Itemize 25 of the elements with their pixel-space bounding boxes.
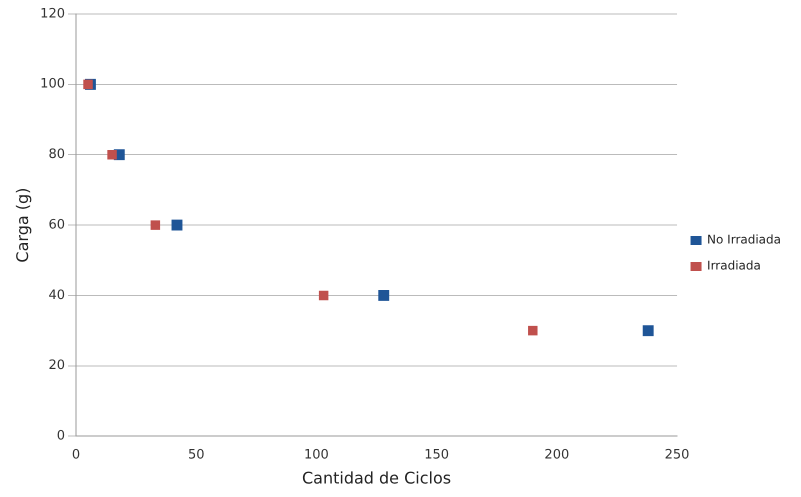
x-tick-label: 250	[664, 447, 690, 462]
y-tick-label: 120	[40, 6, 66, 22]
x-tick-label: 150	[424, 447, 450, 462]
y-tick-label: 100	[40, 76, 66, 92]
point	[378, 290, 390, 301]
y-tick-label: 20	[48, 358, 66, 374]
y-axis-title: Carga (g)	[12, 188, 32, 263]
y-tick-label: 60	[48, 217, 66, 232]
point	[172, 220, 182, 231]
x-tick-label: 200	[544, 447, 570, 462]
x-axis-title: Cantidad de Ciclos	[302, 468, 452, 488]
x-tick-label: 50	[188, 447, 204, 462]
legend-label: Irradiada	[707, 258, 761, 273]
point	[318, 290, 328, 300]
point	[107, 150, 117, 160]
y-tick-label: 0	[56, 428, 66, 444]
point	[528, 326, 538, 336]
point	[83, 80, 93, 90]
legend-label: No Irradiada	[707, 232, 782, 247]
y-tick-label: 80	[48, 147, 66, 162]
x-tick-label: 100	[304, 447, 329, 462]
x-tick-label: 0	[72, 447, 80, 462]
point	[642, 325, 654, 336]
y-tick-label: 40	[48, 288, 66, 303]
point	[150, 220, 160, 230]
